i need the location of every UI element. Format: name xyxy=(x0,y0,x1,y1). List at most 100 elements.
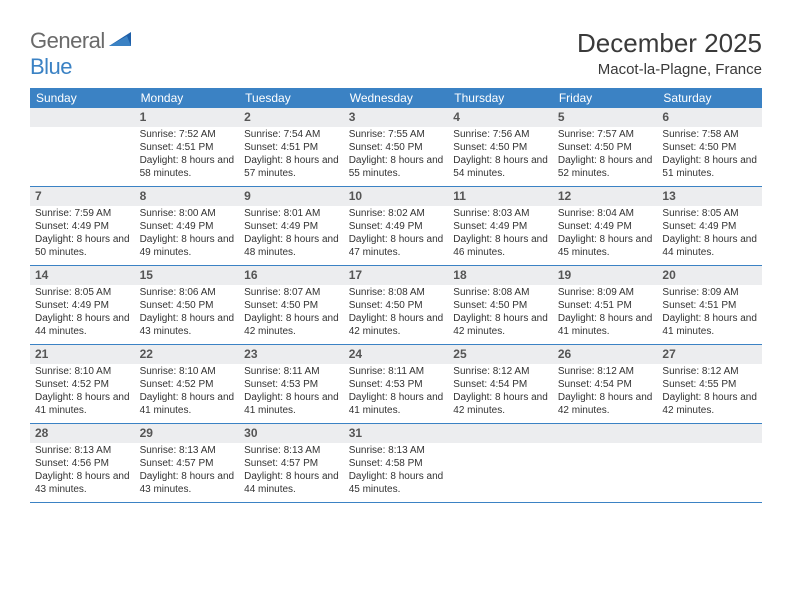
sunset-text: Sunset: 4:50 PM xyxy=(140,300,235,313)
daylight-text: Daylight: 8 hours and 51 minutes. xyxy=(662,155,757,181)
sunrise-text: Sunrise: 8:10 AM xyxy=(140,366,235,379)
sunrise-text: Sunrise: 8:08 AM xyxy=(349,287,444,300)
sunset-text: Sunset: 4:58 PM xyxy=(349,458,444,471)
daylight-text: Daylight: 8 hours and 52 minutes. xyxy=(558,155,653,181)
day-cell: 20Sunrise: 8:09 AMSunset: 4:51 PMDayligh… xyxy=(657,266,762,344)
day-cell: 19Sunrise: 8:09 AMSunset: 4:51 PMDayligh… xyxy=(553,266,658,344)
daylight-text: Daylight: 8 hours and 44 minutes. xyxy=(35,313,130,339)
day-body: Sunrise: 8:13 AMSunset: 4:56 PMDaylight:… xyxy=(30,443,135,500)
sunrise-text: Sunrise: 7:56 AM xyxy=(453,129,548,142)
day-cell: 11Sunrise: 8:03 AMSunset: 4:49 PMDayligh… xyxy=(448,187,553,265)
daylight-text: Daylight: 8 hours and 54 minutes. xyxy=(453,155,548,181)
day-number: 7 xyxy=(30,187,135,206)
day-body: Sunrise: 8:06 AMSunset: 4:50 PMDaylight:… xyxy=(135,285,240,342)
sunset-text: Sunset: 4:50 PM xyxy=(453,142,548,155)
sunrise-text: Sunrise: 8:05 AM xyxy=(662,208,757,221)
day-body: Sunrise: 8:02 AMSunset: 4:49 PMDaylight:… xyxy=(344,206,449,263)
sunrise-text: Sunrise: 8:01 AM xyxy=(244,208,339,221)
sunrise-text: Sunrise: 8:10 AM xyxy=(35,366,130,379)
sunrise-text: Sunrise: 7:54 AM xyxy=(244,129,339,142)
day-cell: 14Sunrise: 8:05 AMSunset: 4:49 PMDayligh… xyxy=(30,266,135,344)
week-row: 7Sunrise: 7:59 AMSunset: 4:49 PMDaylight… xyxy=(30,187,762,266)
day-body: Sunrise: 8:12 AMSunset: 4:55 PMDaylight:… xyxy=(657,364,762,421)
daylight-text: Daylight: 8 hours and 49 minutes. xyxy=(140,234,235,260)
daylight-text: Daylight: 8 hours and 46 minutes. xyxy=(453,234,548,260)
day-cell xyxy=(30,108,135,186)
sunrise-text: Sunrise: 8:02 AM xyxy=(349,208,444,221)
day-number: 24 xyxy=(344,345,449,364)
day-cell: 28Sunrise: 8:13 AMSunset: 4:56 PMDayligh… xyxy=(30,424,135,502)
sunrise-text: Sunrise: 8:09 AM xyxy=(662,287,757,300)
sunset-text: Sunset: 4:49 PM xyxy=(453,221,548,234)
daylight-text: Daylight: 8 hours and 45 minutes. xyxy=(558,234,653,260)
weekday-header: Wednesday xyxy=(344,88,449,108)
day-body: Sunrise: 8:08 AMSunset: 4:50 PMDaylight:… xyxy=(344,285,449,342)
logo-sail-icon xyxy=(107,28,133,46)
day-body: Sunrise: 7:54 AMSunset: 4:51 PMDaylight:… xyxy=(239,127,344,184)
day-number: 10 xyxy=(344,187,449,206)
day-cell: 1Sunrise: 7:52 AMSunset: 4:51 PMDaylight… xyxy=(135,108,240,186)
day-cell: 6Sunrise: 7:58 AMSunset: 4:50 PMDaylight… xyxy=(657,108,762,186)
day-body: Sunrise: 8:09 AMSunset: 4:51 PMDaylight:… xyxy=(553,285,658,342)
weekday-header: Tuesday xyxy=(239,88,344,108)
sunset-text: Sunset: 4:51 PM xyxy=(140,142,235,155)
sunrise-text: Sunrise: 8:06 AM xyxy=(140,287,235,300)
day-cell: 21Sunrise: 8:10 AMSunset: 4:52 PMDayligh… xyxy=(30,345,135,423)
day-number: 28 xyxy=(30,424,135,443)
weeks-container: 1Sunrise: 7:52 AMSunset: 4:51 PMDaylight… xyxy=(30,108,762,503)
daylight-text: Daylight: 8 hours and 58 minutes. xyxy=(140,155,235,181)
daylight-text: Daylight: 8 hours and 55 minutes. xyxy=(349,155,444,181)
day-cell: 18Sunrise: 8:08 AMSunset: 4:50 PMDayligh… xyxy=(448,266,553,344)
day-body: Sunrise: 8:05 AMSunset: 4:49 PMDaylight:… xyxy=(30,285,135,342)
daylight-text: Daylight: 8 hours and 42 minutes. xyxy=(662,392,757,418)
day-number: 20 xyxy=(657,266,762,285)
daylight-text: Daylight: 8 hours and 42 minutes. xyxy=(349,313,444,339)
sunrise-text: Sunrise: 8:11 AM xyxy=(349,366,444,379)
daylight-text: Daylight: 8 hours and 41 minutes. xyxy=(349,392,444,418)
sunset-text: Sunset: 4:50 PM xyxy=(662,142,757,155)
sunrise-text: Sunrise: 8:12 AM xyxy=(453,366,548,379)
sunset-text: Sunset: 4:49 PM xyxy=(662,221,757,234)
daylight-text: Daylight: 8 hours and 44 minutes. xyxy=(244,471,339,497)
day-number: 13 xyxy=(657,187,762,206)
daylight-text: Daylight: 8 hours and 41 minutes. xyxy=(558,313,653,339)
sunrise-text: Sunrise: 8:07 AM xyxy=(244,287,339,300)
sunset-text: Sunset: 4:51 PM xyxy=(558,300,653,313)
day-number: 18 xyxy=(448,266,553,285)
month-title: December 2025 xyxy=(577,28,762,59)
day-cell: 9Sunrise: 8:01 AMSunset: 4:49 PMDaylight… xyxy=(239,187,344,265)
sunset-text: Sunset: 4:49 PM xyxy=(140,221,235,234)
day-number xyxy=(657,424,762,443)
day-cell: 16Sunrise: 8:07 AMSunset: 4:50 PMDayligh… xyxy=(239,266,344,344)
day-number xyxy=(553,424,658,443)
daylight-text: Daylight: 8 hours and 44 minutes. xyxy=(662,234,757,260)
day-number: 30 xyxy=(239,424,344,443)
day-number: 4 xyxy=(448,108,553,127)
logo-general-text: General xyxy=(30,28,105,53)
day-number: 26 xyxy=(553,345,658,364)
sunrise-text: Sunrise: 8:13 AM xyxy=(349,445,444,458)
day-number: 11 xyxy=(448,187,553,206)
daylight-text: Daylight: 8 hours and 42 minutes. xyxy=(453,313,548,339)
day-number xyxy=(30,108,135,127)
daylight-text: Daylight: 8 hours and 41 minutes. xyxy=(140,392,235,418)
title-block: December 2025 Macot-la-Plagne, France xyxy=(577,28,762,78)
day-number: 19 xyxy=(553,266,658,285)
sunset-text: Sunset: 4:53 PM xyxy=(349,379,444,392)
day-body: Sunrise: 8:10 AMSunset: 4:52 PMDaylight:… xyxy=(135,364,240,421)
day-body: Sunrise: 8:10 AMSunset: 4:52 PMDaylight:… xyxy=(30,364,135,421)
sunset-text: Sunset: 4:50 PM xyxy=(558,142,653,155)
day-body: Sunrise: 7:58 AMSunset: 4:50 PMDaylight:… xyxy=(657,127,762,184)
day-body: Sunrise: 8:08 AMSunset: 4:50 PMDaylight:… xyxy=(448,285,553,342)
sunset-text: Sunset: 4:51 PM xyxy=(244,142,339,155)
day-number: 16 xyxy=(239,266,344,285)
day-body: Sunrise: 8:01 AMSunset: 4:49 PMDaylight:… xyxy=(239,206,344,263)
day-number: 6 xyxy=(657,108,762,127)
day-body: Sunrise: 7:59 AMSunset: 4:49 PMDaylight:… xyxy=(30,206,135,263)
day-cell: 4 Sunrise: 7:56 AMSunset: 4:50 PMDaylight… xyxy=(448,108,553,186)
location-text: Macot-la-Plagne, France xyxy=(577,61,762,78)
day-body: Sunrise: 8:07 AMSunset: 4:50 PMDaylight:… xyxy=(239,285,344,342)
sunrise-text: Sunrise: 8:04 AM xyxy=(558,208,653,221)
sunset-text: Sunset: 4:49 PM xyxy=(35,300,130,313)
day-number: 14 xyxy=(30,266,135,285)
